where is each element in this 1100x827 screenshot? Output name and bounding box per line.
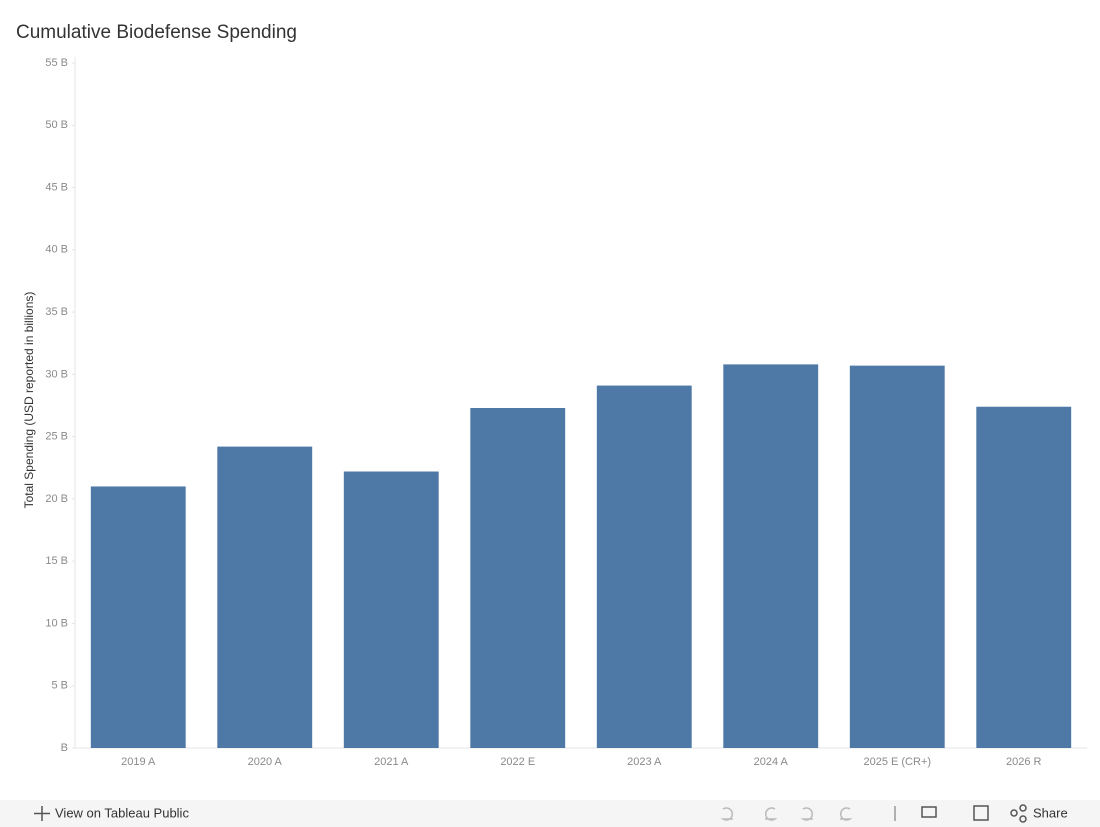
- bar: [343, 471, 439, 748]
- x-tick-label: 2023 A: [627, 756, 662, 768]
- toolbar: [0, 800, 1100, 827]
- y-tick-label: 25 B: [45, 431, 68, 443]
- bar: [470, 407, 566, 748]
- x-tick-label: 2024 A: [754, 756, 789, 768]
- x-tick-label: 2025 E (CR+): [863, 756, 931, 768]
- action-icons[interactable]: [921, 804, 1027, 823]
- bar: [90, 486, 186, 748]
- y-tick-label: 50 B: [45, 119, 68, 131]
- bar: [849, 365, 945, 748]
- y-tick-label: B: [61, 742, 68, 754]
- y-axis-label: Total Spending (USD reported in billions…: [22, 292, 36, 509]
- bar: [723, 364, 819, 748]
- share-button[interactable]: Share: [1033, 805, 1068, 820]
- y-tick-label: 15 B: [45, 555, 68, 567]
- bar: [976, 406, 1072, 748]
- x-tick-label: 2019 A: [121, 756, 156, 768]
- y-tick-label: 30 B: [45, 368, 68, 380]
- bar: [596, 385, 692, 748]
- y-tick-label: 35 B: [45, 306, 68, 318]
- y-tick-label: 45 B: [45, 181, 68, 193]
- y-tick-label: 20 B: [45, 493, 68, 505]
- y-tick-label: 10 B: [45, 617, 68, 629]
- x-tick-label: 2022 E: [500, 756, 535, 768]
- view-link[interactable]: View on Tableau Public: [55, 805, 189, 820]
- y-tick-label: 5 B: [51, 680, 68, 692]
- x-tick-label: 2020 A: [248, 756, 283, 768]
- bar: [217, 446, 313, 748]
- y-tick-label: 55 B: [45, 57, 68, 69]
- chart-title: Cumulative Biodefense Spending: [16, 22, 297, 43]
- y-tick-label: 40 B: [45, 244, 68, 256]
- history-icons: [720, 806, 896, 821]
- x-tick-label: 2026 R: [1006, 756, 1042, 768]
- x-tick-label: 2021 A: [374, 756, 409, 768]
- tableau-icon[interactable]: [34, 806, 50, 821]
